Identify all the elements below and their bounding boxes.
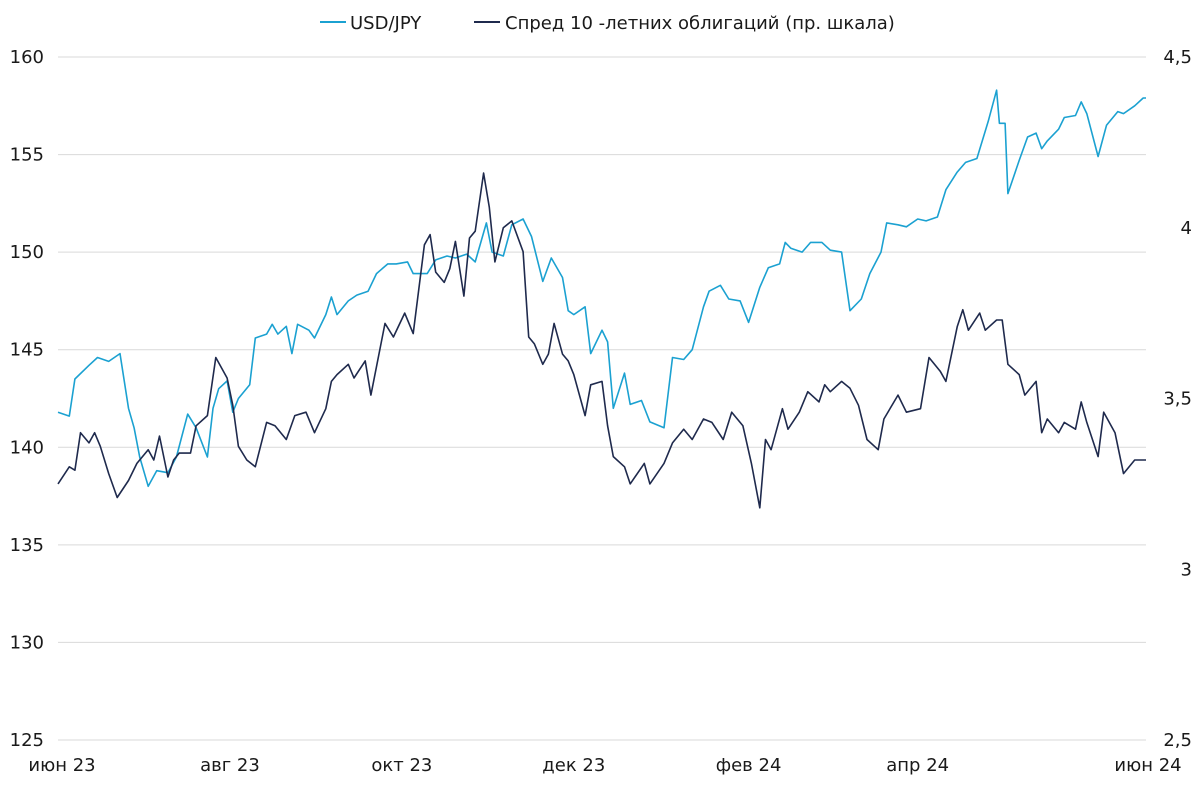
series-line-usdjpy (57, 89, 1146, 488)
y-tick-label: 135 (10, 535, 44, 556)
right-axis: 2,5 3 3,5 4 4,5 (1163, 47, 1192, 751)
y2-tick-label: 4,5 (1163, 47, 1192, 68)
x-axis: июн 23 авг 23 окт 23 дек 23 фев 24 апр 24 июн … (28, 755, 1181, 776)
x-tick-label: окт 23 (371, 755, 432, 776)
y-tick-label: 155 (10, 145, 44, 166)
legend-label-usdjpy: USD/JPY (350, 13, 422, 34)
y-tick-label: 160 (10, 47, 44, 68)
legend-label-spread: Спред 10 -летних облигаций (пр. шкала) (505, 13, 895, 34)
series-line-spread (57, 172, 1146, 509)
y-tick-label: 150 (10, 242, 44, 263)
y2-tick-label: 3 (1181, 559, 1192, 580)
x-tick-label: апр 24 (886, 755, 949, 776)
x-tick-label: июн 24 (1114, 755, 1181, 776)
y-tick-label: 145 (10, 340, 44, 361)
series-layer (57, 89, 1146, 509)
y2-tick-label: 3,5 (1163, 389, 1192, 410)
grid (58, 56, 1146, 741)
x-tick-label: авг 23 (200, 755, 260, 776)
legend: USD/JPY Спред 10 -летних облигаций (пр. … (320, 13, 895, 34)
y-tick-label: 125 (10, 730, 44, 751)
x-tick-label: июн 23 (28, 755, 95, 776)
y-tick-label: 140 (10, 437, 44, 458)
x-tick-label: дек 23 (542, 755, 605, 776)
y2-tick-label: 2,5 (1163, 730, 1192, 751)
y2-tick-label: 4 (1181, 218, 1192, 239)
left-axis: 125 130 135 140 145 150 155 160 (10, 47, 44, 751)
y-tick-label: 130 (10, 632, 44, 653)
x-tick-label: фев 24 (716, 755, 782, 776)
